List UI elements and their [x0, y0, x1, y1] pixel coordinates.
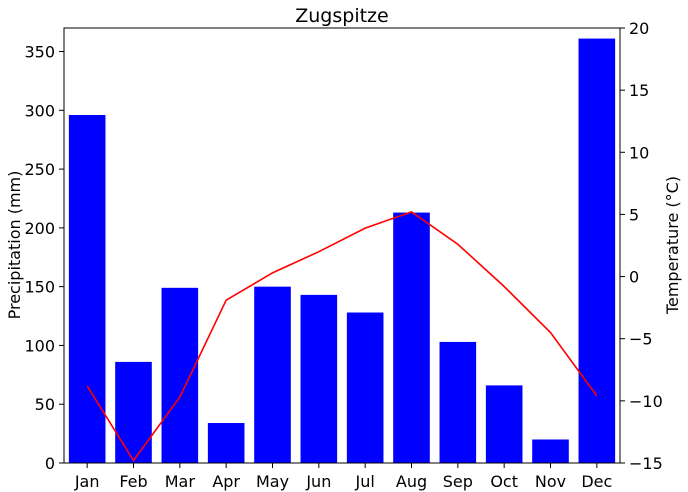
bar-aug [393, 212, 430, 463]
x-tick-label: Feb [119, 472, 147, 491]
y-axis-right-label: Temperature (°C) [663, 176, 682, 315]
y-right-tick-label: 15 [629, 81, 649, 100]
y-left-tick-label: 50 [35, 395, 55, 414]
y-right-tick-label: 5 [629, 205, 639, 224]
y-right-tick-label: 0 [629, 268, 639, 287]
y-left-tick-label: 200 [24, 219, 55, 238]
x-tick-label: Oct [490, 472, 518, 491]
plot-frame [63, 27, 621, 464]
bar-oct [485, 385, 523, 463]
x-tick-label: Nov [535, 472, 566, 491]
y-left-tick-label: 150 [24, 278, 55, 297]
x-tick-label: Sep [443, 472, 473, 491]
precipitation-bars [68, 38, 616, 463]
chart-title: Zugspitze [295, 5, 388, 27]
x-tick-label: Apr [212, 472, 240, 491]
y-right-tick-label: −15 [629, 454, 663, 473]
bar-jul [346, 312, 384, 463]
x-tick-label: Jan [74, 472, 100, 491]
bar-jun [300, 294, 338, 463]
y-right-tick-label: −5 [629, 330, 653, 349]
bar-apr [207, 423, 245, 463]
y-axis-left: 0 50 100 150 200 250 300 350 [24, 43, 64, 473]
y-right-tick-label: −10 [629, 392, 663, 411]
x-tick-label: May [256, 472, 289, 491]
bar-feb [115, 361, 152, 463]
bar-mar [161, 287, 199, 463]
x-axis: Jan Feb Mar Apr May Jun Jul Aug Sep Oct Nov Dec [74, 463, 612, 491]
y-left-tick-label: 100 [24, 336, 55, 355]
y-axis-left-label: Precipitation (mm) [5, 171, 24, 320]
bar-dec [578, 38, 616, 463]
x-tick-label: Dec [581, 472, 612, 491]
bar-jan [68, 115, 106, 463]
x-tick-label: Jun [305, 472, 331, 491]
y-axis-right: −15 −10 −5 0 5 10 15 20 [620, 19, 663, 473]
y-left-tick-label: 350 [24, 43, 55, 62]
x-tick-label: Jul [355, 472, 375, 491]
y-left-tick-label: 300 [24, 101, 55, 120]
x-tick-label: Aug [396, 472, 427, 491]
bar-sep [439, 341, 477, 463]
y-left-tick-label: 250 [24, 160, 55, 179]
y-right-tick-label: 10 [629, 143, 649, 162]
y-right-tick-label: 20 [629, 19, 649, 38]
x-tick-label: Mar [165, 472, 196, 491]
y-left-tick-label: 0 [45, 454, 55, 473]
bar-nov [532, 439, 569, 463]
temperature-line [86, 211, 598, 462]
bar-may [254, 286, 291, 463]
